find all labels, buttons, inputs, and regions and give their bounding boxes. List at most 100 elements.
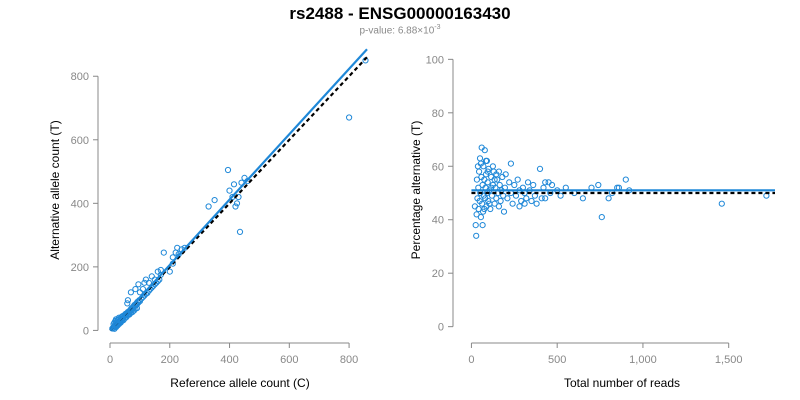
- y-tick-label: 800: [71, 71, 89, 83]
- data-point: [536, 165, 544, 172]
- data-point: [145, 279, 152, 286]
- data-point: [475, 205, 482, 213]
- data-point: [489, 163, 497, 170]
- data-point: [486, 200, 493, 207]
- data-point: [233, 200, 241, 207]
- data-point: [493, 195, 500, 202]
- x-tick-label: 1,000: [629, 354, 657, 366]
- subtitle-text: p-value: 6.88×10: [359, 25, 435, 37]
- data-point: [476, 155, 484, 162]
- data-point: [473, 176, 481, 183]
- data-point: [471, 203, 479, 210]
- data-point: [542, 179, 549, 186]
- data-point: [230, 181, 238, 188]
- data-point: [622, 176, 629, 183]
- data-point: [148, 273, 155, 280]
- data-point: [499, 173, 506, 181]
- data-point: [127, 289, 134, 296]
- data-point: [516, 203, 523, 210]
- x-tick-label: 800: [340, 354, 358, 366]
- x-axis-title: Reference allele count (C): [170, 376, 309, 390]
- data-point: [236, 228, 244, 235]
- data-point: [473, 232, 480, 239]
- data-point: [495, 203, 503, 210]
- data-point: [514, 176, 521, 183]
- data-point: [481, 147, 488, 154]
- x-tick-label: 400: [220, 354, 238, 366]
- y-tick-label: 60: [432, 161, 444, 173]
- data-point: [232, 203, 239, 210]
- data-point: [141, 279, 148, 286]
- data-point: [491, 176, 498, 183]
- x-axis-title: Total number of reads: [564, 376, 680, 390]
- scatter-percentage-alternative: 0 500 1,000 1,500 0 20 40 60 80 100 Total number o…: [409, 54, 775, 390]
- data-point: [211, 197, 218, 204]
- y-tick-label: 600: [71, 135, 89, 147]
- data-point: [557, 192, 564, 199]
- y-tick-label: 80: [432, 108, 444, 120]
- y-axis-title: Alternative allele count (T): [48, 120, 62, 259]
- data-point: [205, 203, 212, 210]
- data-point: [598, 214, 605, 221]
- data-point: [139, 286, 146, 293]
- data-point: [542, 195, 549, 202]
- x-tick-label: 0: [107, 354, 113, 366]
- data-point: [524, 179, 532, 186]
- data-point: [487, 205, 494, 213]
- data-point: [154, 268, 161, 275]
- data-point: [482, 157, 490, 164]
- data-point: [226, 187, 233, 194]
- data-point: [160, 249, 167, 256]
- data-point: [484, 179, 491, 186]
- data-point: [124, 297, 132, 304]
- y-tick-label: 200: [71, 262, 89, 274]
- y-tick-label: 0: [83, 325, 89, 337]
- chart-title: rs2488 - ENSG00000163430: [289, 4, 511, 23]
- data-point: [477, 160, 485, 167]
- y-tick-label: 40: [432, 215, 444, 227]
- data-point: [523, 195, 530, 202]
- data-point: [533, 200, 540, 207]
- data-point: [488, 192, 496, 199]
- data-point: [346, 114, 353, 121]
- data-point: [166, 268, 173, 275]
- data-point: [496, 181, 503, 189]
- data-point: [142, 276, 149, 283]
- data-point: [500, 208, 508, 215]
- y-tick-label: 100: [426, 54, 444, 66]
- x-tick-label: 1,500: [715, 354, 743, 366]
- data-point: [479, 222, 486, 229]
- x-tick-label: 500: [548, 354, 566, 366]
- fit-line: [109, 48, 368, 332]
- data-point: [132, 286, 139, 293]
- data-point: [479, 200, 486, 207]
- data-point: [718, 200, 725, 207]
- data-point: [504, 195, 511, 202]
- subtitle-exponent: -3: [434, 24, 441, 31]
- y-tick-label: 0: [438, 322, 444, 334]
- data-point: [124, 300, 131, 307]
- y-axis-title: Percentage alternative (T): [409, 121, 423, 260]
- data-point: [530, 181, 537, 189]
- data-point: [224, 166, 232, 174]
- data-point: [548, 181, 556, 189]
- y-tick-label: 20: [432, 268, 444, 280]
- data-point: [605, 195, 612, 202]
- data-point: [518, 197, 525, 205]
- data-point: [135, 281, 142, 288]
- data-point: [484, 168, 491, 175]
- x-tick-label: 200: [161, 354, 179, 366]
- data-point: [473, 211, 480, 218]
- data-point: [538, 195, 545, 202]
- x-tick-label: 600: [280, 354, 298, 366]
- data-point: [497, 197, 504, 205]
- x-tick-label: 0: [468, 354, 474, 366]
- data-point: [481, 205, 488, 213]
- data-point: [506, 179, 513, 186]
- data-point: [472, 222, 479, 229]
- data-point: [509, 200, 516, 207]
- data-point: [528, 197, 535, 205]
- data-point: [507, 160, 515, 167]
- data-point: [476, 168, 483, 175]
